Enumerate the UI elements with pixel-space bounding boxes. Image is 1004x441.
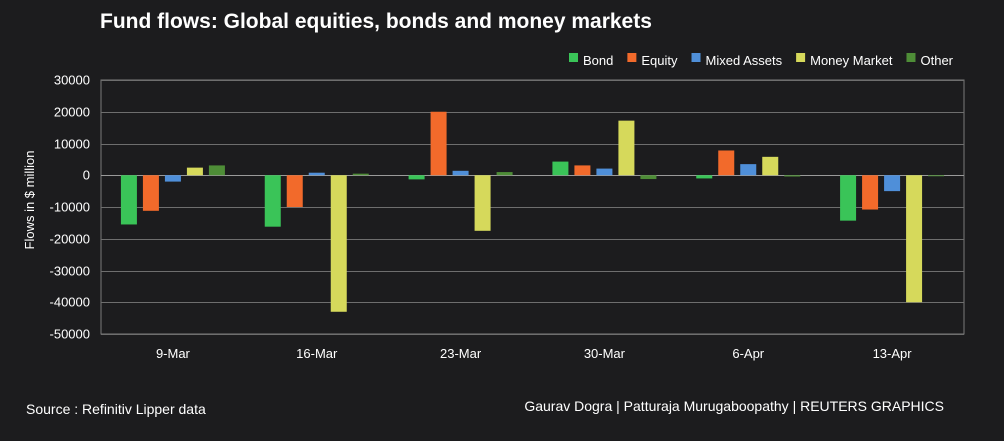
bar-money-market-9-mar [186,167,203,176]
source-note: Source : Refinitiv Lipper data [26,401,206,417]
bar-other-16-mar [352,173,369,176]
legend-label: Other [920,53,953,68]
legend-item-other: Other [906,53,954,68]
y-axis: 30000 20000 10000 0 -10000 -20000 -30000 -40000… [50,73,90,342]
bar-mixed-assets-9-mar [164,175,181,182]
bar-equity-6-apr [718,150,735,176]
legend-item-mixed-assets: Mixed Assets [691,53,783,68]
bar-money-market-16-mar [330,175,347,312]
bar-money-market-6-apr [762,156,779,176]
bar-equity-16-mar [286,175,303,207]
bar-other-13-apr [928,175,945,177]
legend-label: Mixed Assets [706,53,783,68]
legend: Bond Equity Mixed Assets Money Market Other [569,53,954,68]
x-tick-label: 30-Mar [584,346,626,361]
legend-item-equity: Equity [627,53,678,68]
legend-swatch [906,53,916,62]
bar-equity-13-apr [862,175,879,210]
plot-area [100,79,965,335]
x-tick-label: 23-Mar [440,346,482,361]
y-tick-label: 30000 [54,73,90,88]
legend-label: Equity [641,53,678,68]
bar-bond-9-mar [120,175,137,225]
legend-swatch [569,53,578,62]
bar-bond-16-mar [264,175,281,227]
y-axis-label: Flows in $ million [22,151,37,250]
legend-label: Bond [583,53,613,68]
x-tick-label: 16-Mar [296,346,338,361]
x-tick-label: 13-Apr [873,346,913,361]
legend-swatch [691,53,701,62]
bar-mixed-assets-13-apr [884,175,901,192]
bar-equity-9-mar [142,175,159,211]
legend-item-bond: Bond [569,53,613,68]
y-tick-label: -50000 [50,327,90,342]
bar-money-market-23-mar [474,175,491,231]
bar-other-9-mar [208,165,225,176]
credit-line: Gaurav Dogra | Patturaja Murugaboopathy … [524,398,944,414]
bar-equity-23-mar [430,111,447,176]
bar-mixed-assets-23-mar [452,170,469,176]
bar-equity-30-mar [574,165,591,176]
y-tick-label: 20000 [54,105,90,120]
bar-mixed-assets-6-apr [740,164,757,176]
y-tick-label: 10000 [54,137,90,152]
y-tick-label: 0 [83,168,90,183]
x-axis: 9-Mar 16-Mar 23-Mar 30-Mar 6-Apr 13-Apr [156,346,912,361]
bar-bond-6-apr [696,175,713,179]
bar-other-30-mar [640,175,657,180]
legend-swatch [627,53,637,62]
bar-other-6-apr [784,175,801,177]
bar-bond-13-apr [840,175,857,221]
bar-other-23-mar [496,172,513,176]
bar-money-market-13-apr [906,175,923,303]
y-tick-label: -30000 [50,264,90,279]
chart-title: Fund flows: Global equities, bonds and m… [100,10,652,33]
legend-swatch [796,53,806,62]
bar-mixed-assets-16-mar [308,172,325,176]
legend-label: Money Market [810,53,893,68]
bar-money-market-30-mar [618,120,635,176]
y-tick-label: -20000 [50,232,90,247]
x-tick-label: 9-Mar [156,346,191,361]
bar-bond-30-mar [552,161,569,176]
bar-mixed-assets-30-mar [596,168,613,176]
bar-bond-23-mar [408,175,425,180]
y-tick-label: -40000 [50,295,90,310]
y-tick-label: -10000 [50,200,90,215]
legend-item-money-market: Money Market [796,53,893,68]
x-tick-label: 6-Apr [732,346,764,361]
bars [120,111,945,312]
